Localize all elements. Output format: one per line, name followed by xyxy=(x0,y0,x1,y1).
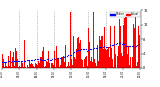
Point xyxy=(41,60,44,61)
Legend: Median, Actual: Median, Actual xyxy=(110,12,140,17)
Point xyxy=(103,46,106,47)
Point xyxy=(57,57,60,59)
Point xyxy=(25,59,28,61)
Point xyxy=(37,58,39,60)
Point xyxy=(56,57,58,59)
Point xyxy=(17,61,19,62)
Point xyxy=(54,58,57,59)
Point xyxy=(74,50,77,51)
Point xyxy=(27,59,29,61)
Point xyxy=(4,62,6,63)
Point xyxy=(7,61,9,62)
Point xyxy=(66,55,68,56)
Point xyxy=(120,43,123,45)
Point xyxy=(43,59,45,61)
Point xyxy=(61,57,64,58)
Point xyxy=(18,61,21,62)
Point xyxy=(113,43,116,44)
Point xyxy=(106,46,108,48)
Point xyxy=(12,61,15,62)
Point xyxy=(84,49,87,50)
Point xyxy=(135,45,137,46)
Point xyxy=(28,59,31,60)
Point xyxy=(30,59,32,60)
Point xyxy=(45,59,48,60)
Point xyxy=(9,61,12,62)
Point xyxy=(130,45,133,47)
Point xyxy=(31,59,34,60)
Point xyxy=(100,46,103,47)
Point xyxy=(87,50,90,51)
Point xyxy=(81,48,84,50)
Point xyxy=(48,59,51,61)
Point xyxy=(44,59,47,60)
Point xyxy=(133,46,136,47)
Point xyxy=(71,53,74,54)
Point xyxy=(94,48,97,49)
Point xyxy=(107,46,110,47)
Point xyxy=(64,56,67,57)
Point xyxy=(96,47,98,49)
Point xyxy=(97,47,100,48)
Point xyxy=(14,60,16,62)
Point xyxy=(73,51,75,52)
Point xyxy=(5,61,8,62)
Point xyxy=(68,54,71,56)
Point xyxy=(138,44,140,45)
Point xyxy=(32,59,35,60)
Point xyxy=(53,57,55,59)
Point xyxy=(20,60,22,62)
Point xyxy=(2,61,5,63)
Point xyxy=(47,59,49,60)
Point xyxy=(1,61,3,63)
Point xyxy=(51,58,54,60)
Point xyxy=(8,61,11,62)
Point xyxy=(60,57,62,59)
Point xyxy=(110,44,113,46)
Point xyxy=(86,50,88,51)
Point xyxy=(79,49,81,50)
Point xyxy=(112,44,114,46)
Point xyxy=(63,56,65,57)
Point xyxy=(93,47,96,49)
Point xyxy=(117,42,120,44)
Point xyxy=(115,43,117,45)
Point xyxy=(38,59,41,60)
Point xyxy=(116,42,119,44)
Point xyxy=(123,44,126,45)
Point xyxy=(22,60,25,62)
Point xyxy=(132,45,134,46)
Point xyxy=(11,61,13,62)
Point xyxy=(80,48,83,50)
Point xyxy=(50,59,52,60)
Point xyxy=(70,54,72,55)
Point xyxy=(35,58,38,60)
Point xyxy=(119,42,121,44)
Point xyxy=(126,46,129,47)
Point xyxy=(99,47,101,48)
Point xyxy=(40,59,42,61)
Point xyxy=(67,55,70,56)
Point xyxy=(136,44,139,46)
Point xyxy=(34,59,36,60)
Point xyxy=(83,48,85,49)
Point xyxy=(90,48,93,50)
Point xyxy=(21,60,24,61)
Point xyxy=(15,60,18,62)
Point xyxy=(122,42,124,44)
Point xyxy=(58,57,61,59)
Point xyxy=(104,46,107,48)
Point xyxy=(109,45,111,46)
Point xyxy=(77,50,80,51)
Point xyxy=(128,45,130,47)
Point xyxy=(76,49,78,51)
Point xyxy=(125,45,127,47)
Point xyxy=(24,60,26,62)
Point xyxy=(92,48,94,50)
Point xyxy=(129,45,132,47)
Point xyxy=(89,49,91,50)
Point xyxy=(102,46,104,47)
